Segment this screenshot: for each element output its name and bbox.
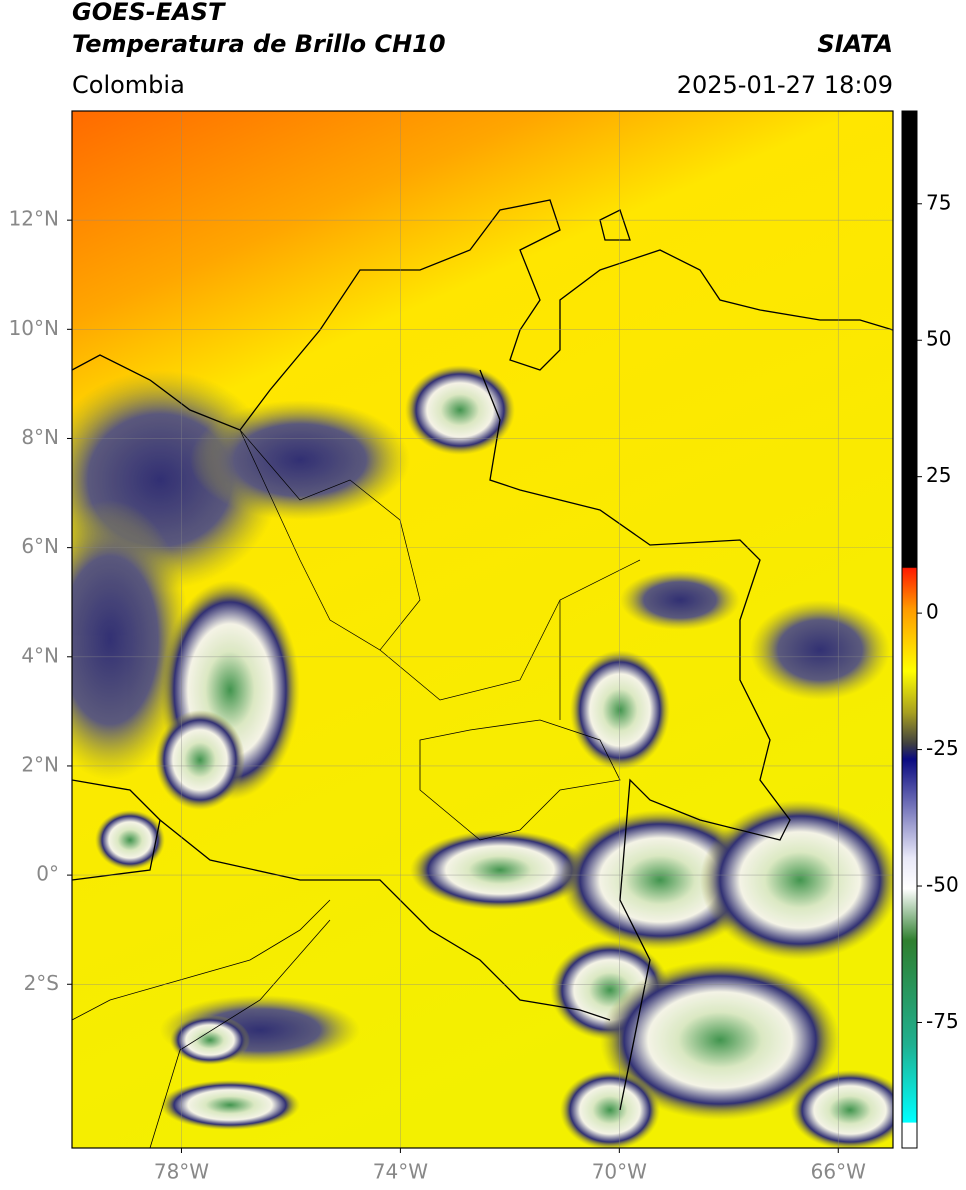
subtitle: Temperatura de Brillo CH10: [72, 30, 446, 58]
title: GOES-EAST: [72, 0, 226, 26]
source: SIATA: [817, 30, 893, 58]
y-tick-label: 6°N: [21, 534, 59, 558]
colorbar-tick-label: -25: [926, 736, 959, 760]
colorbar-tick-label: 0: [926, 600, 939, 624]
colorbar: [901, 110, 918, 1149]
colorbar-tick-label: 50: [926, 327, 951, 351]
region: Colombia: [72, 71, 185, 99]
colorbar-tick-label: 75: [926, 190, 951, 214]
y-tick-label: 0°: [36, 862, 59, 886]
datetime: 2025-01-27 18:09: [677, 71, 893, 99]
y-tick-label: 8°N: [21, 425, 59, 449]
grid: [72, 111, 893, 1148]
x-tick-label: 70°W: [592, 1160, 647, 1184]
x-tick-label: 74°W: [373, 1160, 428, 1184]
y-tick-label: 10°N: [9, 316, 59, 340]
x-tick-label: 66°W: [811, 1160, 866, 1184]
y-tick-label: 4°N: [21, 643, 59, 667]
map-frame: [71, 110, 894, 1149]
y-tick-label: 2°S: [24, 971, 59, 995]
colorbar-tick-label: -50: [926, 873, 959, 897]
x-tick-label: 78°W: [154, 1160, 209, 1184]
map-image: [72, 111, 893, 1148]
y-tick-label: 2°N: [21, 752, 59, 776]
y-tick-label: 12°N: [9, 207, 59, 231]
colorbar-tick-label: 25: [926, 463, 951, 487]
colorbar-tick-label: -75: [926, 1009, 959, 1033]
